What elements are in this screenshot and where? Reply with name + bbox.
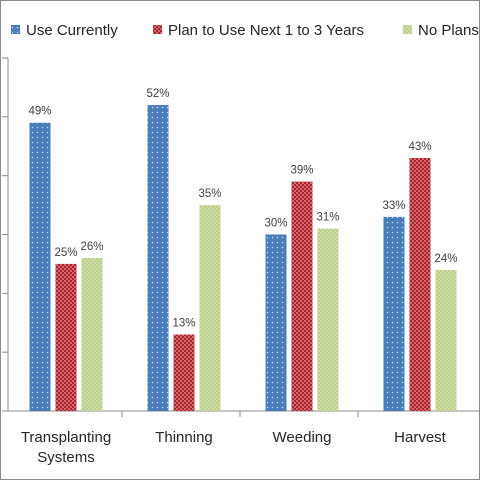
legend-label: Use Currently [26,22,118,39]
bar-1-3 [265,234,287,411]
x-tick-label: Weeding [273,429,332,446]
data-label: 25% [54,247,77,259]
bars [29,105,457,412]
data-label: 13% [172,318,195,330]
bar-1-4 [383,216,405,411]
data-label: 31% [316,212,339,224]
bar-2-1 [55,263,77,411]
x-tick-label: Systems [37,449,95,466]
bar-1-1 [29,122,51,411]
data-label: 30% [264,218,287,230]
legend-swatch [153,25,162,34]
bar-1-2 [147,105,169,412]
legend-swatch [403,25,412,34]
bar-2-2 [173,334,195,411]
data-label: 49% [28,106,51,118]
bar-2-3 [291,181,313,411]
x-tick-label: Transplanting [21,429,111,446]
bar-3-3 [317,228,339,411]
data-label: 43% [408,141,431,153]
bar-3-2 [199,205,221,411]
bar-2-4 [409,158,431,411]
data-label: 33% [382,200,405,212]
legend-label: No Plans [418,22,479,39]
x-tick-label: Thinning [155,429,213,446]
x-tick-label: Harvest [394,429,447,446]
data-labels: 49% 25% 26% 52% 13% 35% 30% 39% 31% 33% 43% 24% [28,88,457,329]
legend: Use Currently Plan to Use Next 1 to 3 Yea… [11,22,479,39]
data-label: 52% [146,88,169,100]
legend-label: Plan to Use Next 1 to 3 Years [168,22,364,39]
data-label: 24% [434,253,457,265]
legend-swatch [11,25,20,34]
category-labels: Transplanting Systems Thinning Weeding Harve… [21,429,447,466]
data-label: 39% [290,165,313,177]
data-label: 35% [198,188,221,200]
bar-3-4 [435,269,457,411]
data-label: 26% [80,241,103,253]
bar-3-1 [81,258,103,411]
